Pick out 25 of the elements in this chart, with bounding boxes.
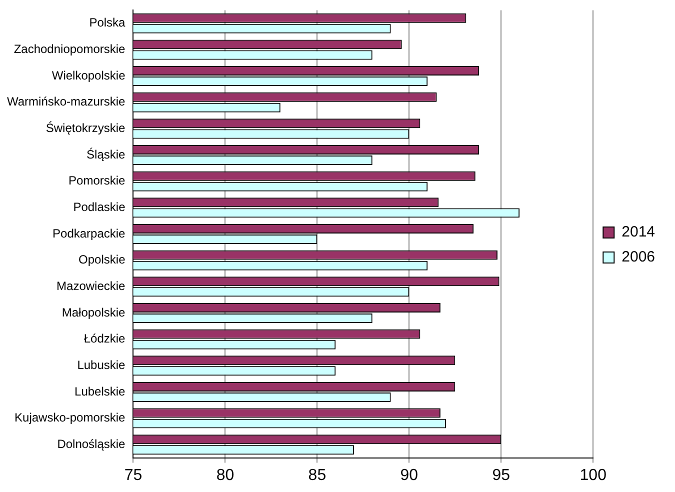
y-tick-label: Pomorskie	[68, 174, 126, 188]
y-tick-label: Warmińsko-mazurskie	[6, 94, 126, 109]
y-tick-label: Mazowieckie	[56, 278, 126, 293]
y-tick-label: Lubelskie	[74, 384, 126, 398]
y-tick-label: Wielkopolskie	[52, 68, 126, 82]
x-tick-label: 75	[124, 466, 142, 484]
y-tick-label: Podlaskie	[73, 200, 126, 214]
x-tick-label: 80	[216, 466, 234, 484]
y-tick-label: Zachodniopomorskie	[14, 42, 126, 56]
y-tick-label: Śląskie	[86, 147, 126, 162]
x-tick-label: 90	[400, 466, 418, 484]
y-tick-label: Lubuskie	[77, 358, 126, 372]
y-tick-label: Kujawsko-pomorskie	[14, 410, 126, 425]
legend-label: 2006	[622, 248, 656, 266]
x-tick-label: 85	[308, 466, 326, 484]
y-tick-label: Dolnośląskie	[57, 436, 126, 451]
y-tick-label: Podkarpackie	[52, 226, 126, 240]
y-tick-label: Małopolskie	[62, 305, 126, 320]
y-tick-label: Świętokrzyskie	[46, 120, 126, 135]
y-tick-label: Łódzkie	[84, 332, 126, 346]
x-tick-label: 100	[580, 466, 607, 484]
legend-label: 2014	[622, 224, 656, 241]
y-tick-label: Opolskie	[78, 252, 126, 267]
x-tick-label: 95	[492, 466, 510, 484]
y-tick-label: Polska	[89, 16, 126, 30]
